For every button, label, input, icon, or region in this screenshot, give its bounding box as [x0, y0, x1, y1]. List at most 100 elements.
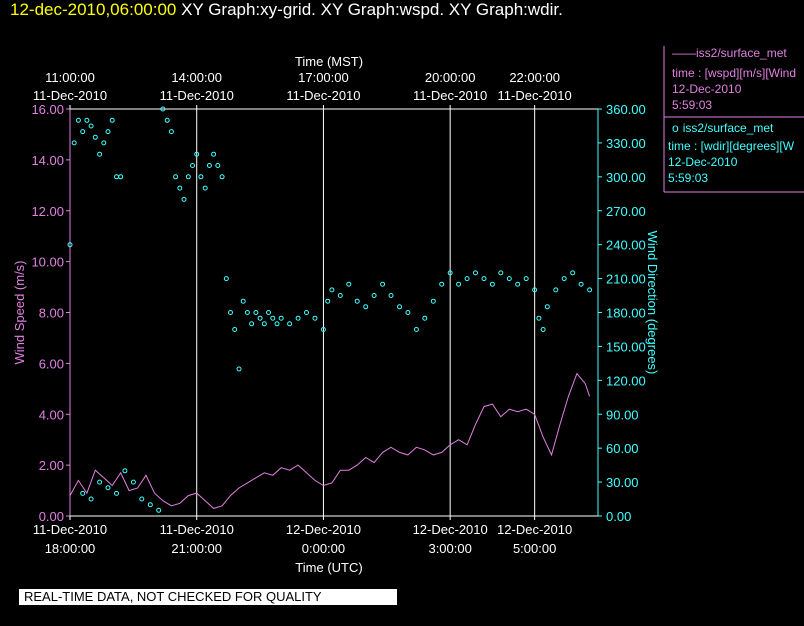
series-wdir-point — [122, 468, 128, 474]
legend-wdir-line2: 12-Dec-2010 — [668, 155, 738, 169]
series-wdir-point — [320, 327, 326, 332]
series-wdir-point — [312, 315, 318, 321]
legend-wdir-marker: o — [672, 121, 679, 135]
series-wdir-point — [413, 327, 419, 332]
series-wdir-point — [80, 129, 86, 135]
series-wdir-point — [168, 129, 174, 135]
right-tick-label: 150.00 — [606, 339, 646, 354]
series-wdir-point — [380, 281, 386, 287]
top-tick-time: 17:00:00 — [298, 70, 349, 85]
left-tick-label: 2.00 — [39, 458, 64, 473]
series-wdir-point — [232, 327, 238, 332]
series-wdir-point — [498, 270, 504, 276]
left-axis-title: Wind Speed (m/s) — [12, 260, 27, 364]
series-wdir-point — [71, 140, 77, 146]
series-wdir-point — [97, 479, 103, 485]
right-tick-label: 60.00 — [606, 441, 639, 456]
series-wdir-point — [198, 174, 204, 180]
series-wdir-point — [363, 304, 369, 310]
legend-wdir-line1: time : [wdir][degrees][W — [668, 139, 795, 153]
series-wdir-point — [481, 276, 487, 282]
series-wdir-point — [97, 151, 103, 157]
series-wdir-point — [346, 281, 352, 287]
series-wdir-point — [130, 479, 136, 485]
right-tick-label: 240.00 — [606, 238, 646, 253]
series-wdir-point — [447, 270, 453, 276]
top-tick-date: 11-Dec-2010 — [33, 88, 107, 103]
legend-entry-wspd: ——iss2/surface_met time : [wspd][m/s][Wi… — [672, 46, 804, 112]
right-tick-label: 90.00 — [606, 407, 639, 422]
series-wdir-point — [439, 281, 445, 287]
left-tick-label: 6.00 — [39, 356, 64, 371]
header-title: XY Graph:xy-grid. XY Graph:wspd. XY Grap… — [181, 0, 563, 19]
series-wdir-point — [156, 507, 162, 513]
series-wdir-point — [160, 106, 166, 112]
chart-header: 12-dec-2010,06:00:00 XY Graph:xy-grid. X… — [10, 0, 563, 20]
series-wdir-point — [173, 174, 179, 180]
series-wdir-point — [278, 315, 284, 321]
series-wdir-point — [92, 134, 98, 140]
series-wdir-point — [185, 174, 191, 180]
series-wdir-point — [532, 287, 538, 293]
right-tick-label: 30.00 — [606, 475, 639, 490]
bottom-tick-time: 3:00:00 — [428, 541, 471, 556]
series-wdir-point — [105, 129, 111, 135]
top-tick-time: 20:00:00 — [425, 70, 476, 85]
left-tick-label: 8.00 — [39, 306, 64, 321]
series-wdir-point — [118, 174, 124, 180]
series-wdir-point — [388, 293, 394, 298]
right-tick-label: 0.00 — [606, 509, 631, 524]
bottom-tick-time: 21:00:00 — [171, 541, 222, 556]
series-wdir-point — [540, 327, 546, 332]
series-wdir-point — [80, 490, 86, 496]
right-axis-title: Wind Direction (degrees) — [645, 231, 660, 375]
series-wdir-point — [240, 298, 246, 304]
series-wdir-point — [88, 123, 94, 129]
series-wdir-point — [295, 315, 301, 321]
legend-wdir-title: o iss2/surface_met — [668, 121, 804, 135]
series-wdir-point — [553, 287, 559, 293]
series-wdir-point — [515, 281, 521, 287]
top-tick-time: 11:00:00 — [45, 70, 95, 85]
bottom-tick-time: 0:00:00 — [302, 541, 345, 556]
legend-entry-wdir: o iss2/surface_met time : [wdir][degrees]… — [668, 121, 804, 185]
top-tick-date: 11-Dec-2010 — [498, 88, 572, 103]
series-wdir-point — [249, 321, 255, 327]
series-wdir-point — [84, 117, 90, 123]
top-tick-time: 22:00:00 — [509, 70, 560, 85]
series-wdir-point — [506, 276, 512, 282]
series-wdir-point — [215, 163, 221, 168]
quality-disclaimer: REAL-TIME DATA, NOT CHECKED FOR QUALITY — [19, 589, 397, 605]
bottom-tick-date: 11-Dec-2010 — [33, 522, 107, 537]
series-wdir-point — [75, 117, 81, 123]
right-tick-label: 180.00 — [606, 306, 646, 321]
legend-wspd-name: iss2/surface_met — [696, 46, 787, 60]
legend-wspd-title: ——iss2/surface_met — [672, 46, 804, 60]
left-tick-label: 0.00 — [39, 509, 64, 524]
series-wdir-point — [544, 304, 550, 310]
series-wdir-point — [371, 293, 377, 298]
series-wdir-point — [405, 310, 411, 315]
series-wdir-point — [587, 287, 593, 293]
series-wdir-point — [397, 304, 402, 310]
top-axis-title: Time (MST) — [295, 54, 363, 69]
series-wdir-point — [456, 281, 462, 287]
series-wdir-point — [177, 185, 183, 191]
right-tick-label: 120.00 — [606, 373, 646, 388]
series-wdir-point — [561, 276, 567, 282]
series-wdir-point — [266, 310, 271, 315]
series-wdir-point — [274, 321, 280, 327]
series-wdir-point — [223, 276, 229, 282]
series-wdir-point — [244, 310, 250, 315]
bottom-tick-time: 5:00:00 — [513, 541, 556, 556]
series-wdir-point — [206, 163, 212, 168]
series-wdir-point — [139, 496, 145, 502]
series-wdir-point — [67, 242, 73, 248]
series-wdir-point — [253, 310, 259, 315]
header-timestamp: 12-dec-2010,06:00:00 — [10, 0, 177, 19]
bottom-axis-title: Time (UTC) — [295, 560, 362, 575]
right-tick-label: 330.00 — [606, 136, 646, 151]
left-tick-label: 12.00 — [31, 204, 64, 219]
series-wdir-point — [147, 502, 153, 508]
